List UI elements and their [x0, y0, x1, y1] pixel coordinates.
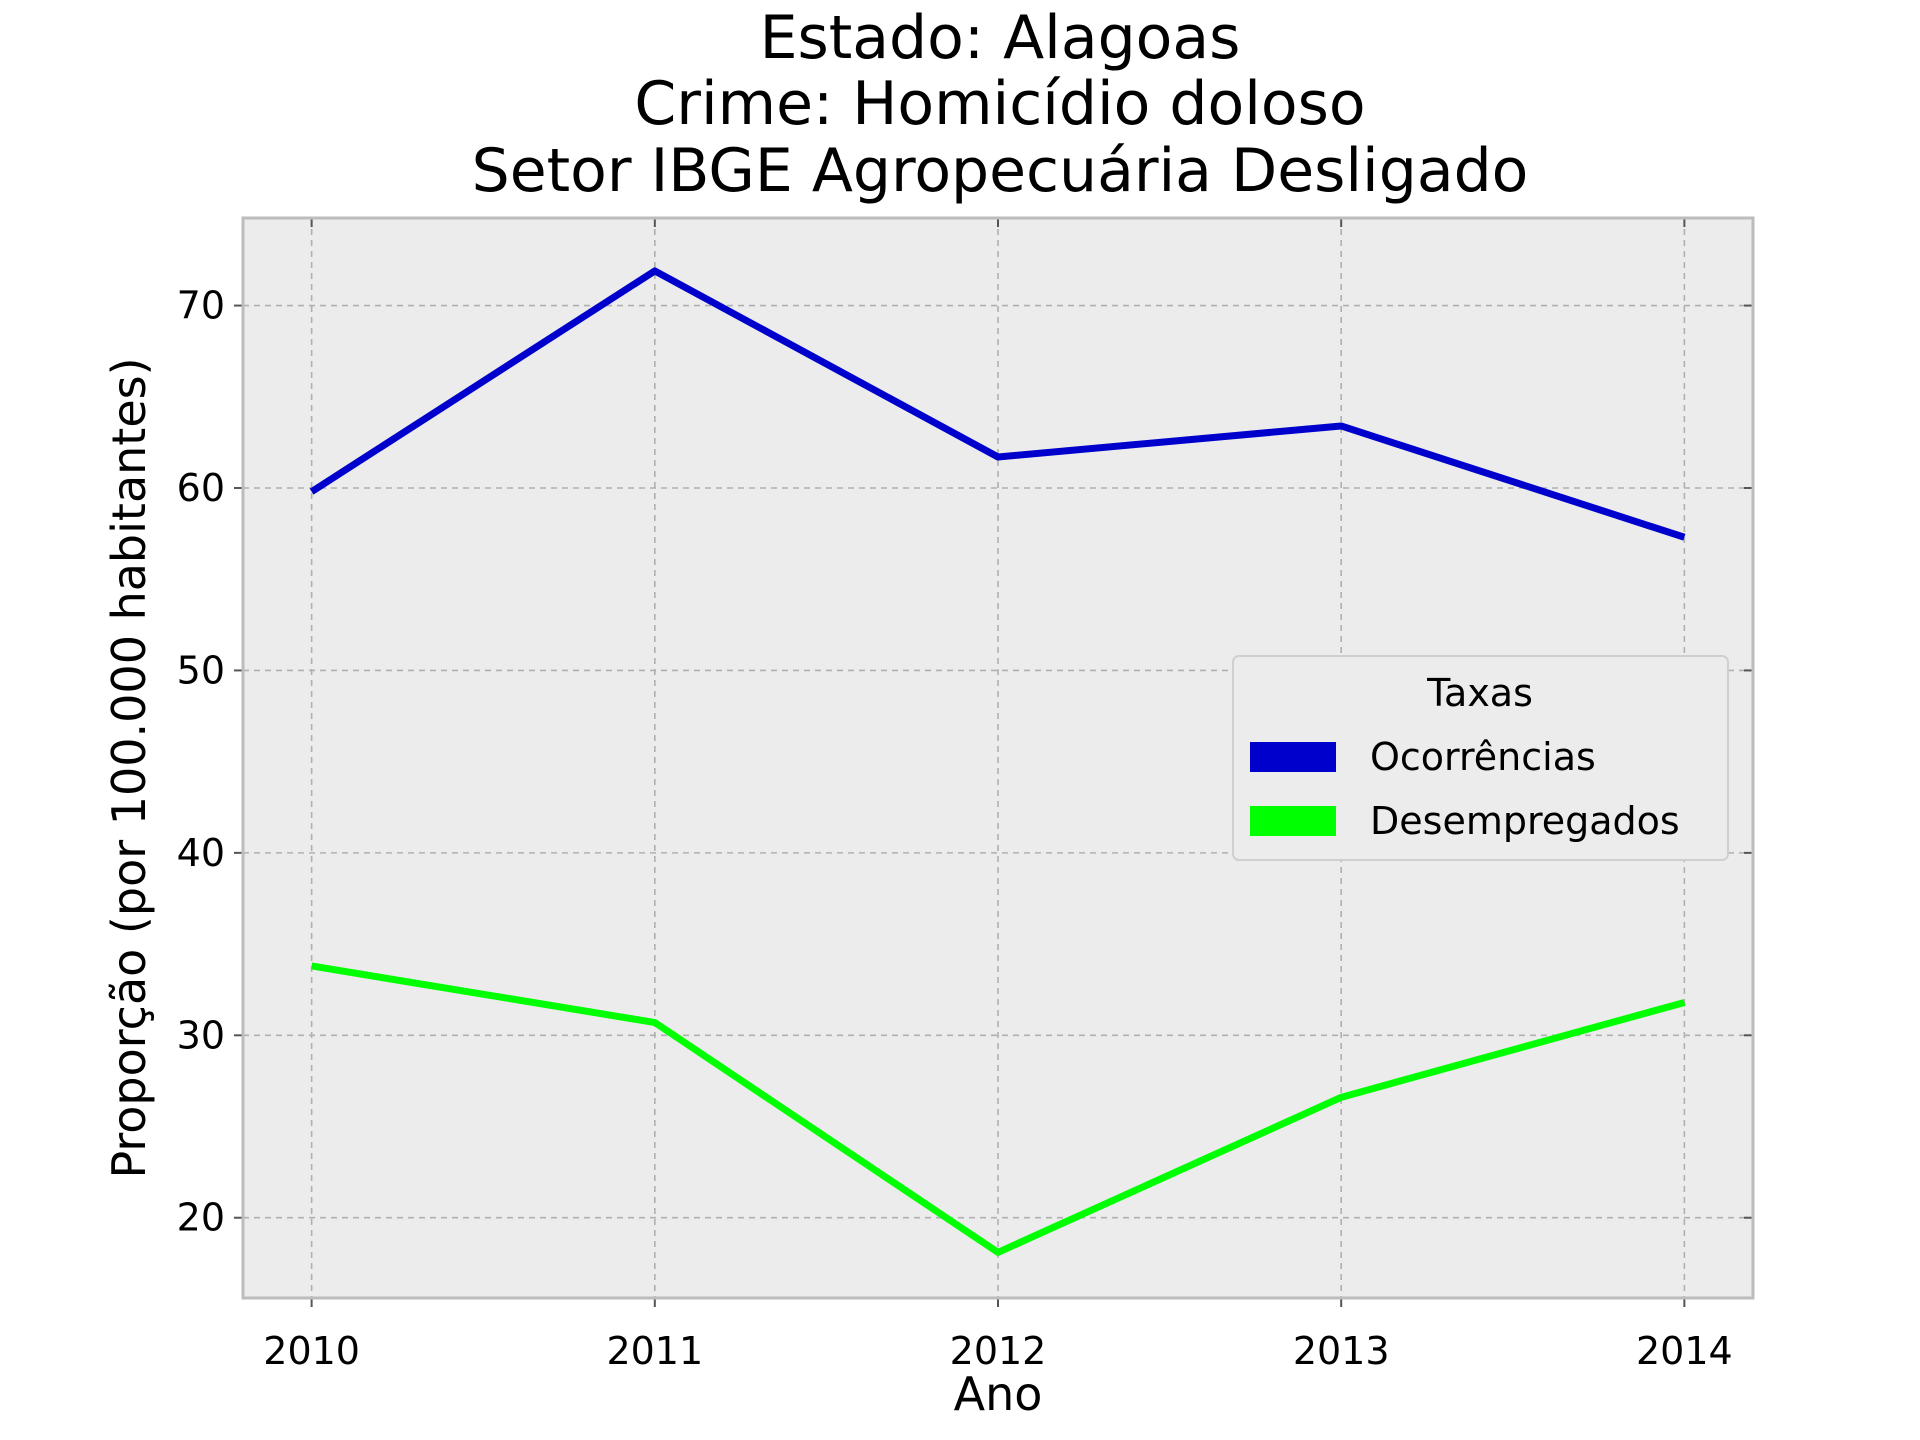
y-tick-label: 70 — [177, 284, 225, 328]
x-tick-label: 2012 — [950, 1329, 1047, 1373]
y-tick-label: 50 — [177, 648, 225, 692]
y-tick-label: 30 — [177, 1013, 225, 1057]
y-axis-label: Proporção (por 100.000 habitantes) — [102, 357, 156, 1178]
legend-box — [1232, 655, 1729, 861]
series-line-ocorrencias — [309, 267, 1686, 541]
plot-frame — [241, 216, 1755, 1300]
legend-title: Taxas — [1426, 671, 1533, 715]
series-line-desempregados — [311, 962, 1686, 1256]
y-tick-label: 20 — [177, 1196, 225, 1240]
legend-swatch-desempregados — [1250, 806, 1336, 836]
x-tick-label: 2011 — [606, 1329, 703, 1373]
legend-label-ocorrencias: Ocorrências — [1370, 735, 1596, 779]
legend: Taxas Ocorrências Desempregados — [1232, 655, 1729, 861]
chart-title-line-1: Estado: Alagoas — [760, 3, 1241, 73]
x-axis-label: Ano — [954, 1367, 1043, 1421]
data-series — [309, 267, 1686, 1256]
x-tick-label: 2010 — [263, 1329, 360, 1373]
y-tick-label: 40 — [177, 831, 225, 875]
legend-swatch-ocorrencias — [1250, 742, 1336, 772]
chart-title-line-3: Setor IBGE Agropecuária Desligado — [472, 136, 1529, 206]
x-tick-label: 2014 — [1636, 1329, 1733, 1373]
y-tick-label: 60 — [177, 466, 225, 510]
legend-label-desempregados: Desempregados — [1370, 799, 1680, 843]
x-tick-label: 2013 — [1293, 1329, 1390, 1373]
chart-title: Estado: Alagoas Crime: Homicídio doloso … — [472, 3, 1529, 206]
axis-ticks: 2010 2011 2012 2013 2014 20 30 40 50 60 70 — [177, 218, 1753, 1373]
chart-title-line-2: Crime: Homicídio doloso — [634, 69, 1365, 139]
